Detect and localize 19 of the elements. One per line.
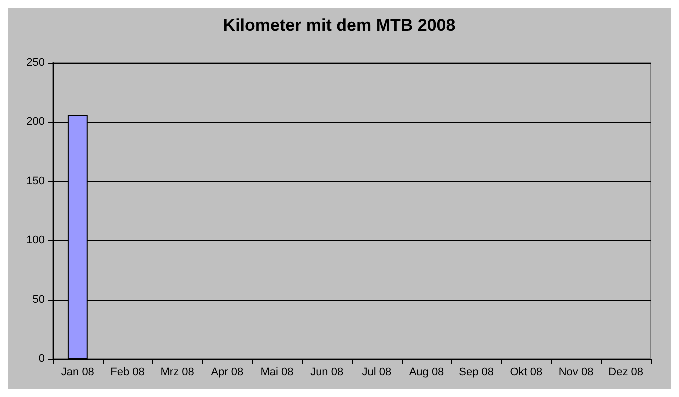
- x-tick-label: Apr 08: [211, 366, 244, 378]
- y-tick-label: 100: [26, 234, 45, 247]
- x-tick-label: Okt 08: [510, 366, 543, 378]
- y-tick-label: 50: [32, 294, 45, 306]
- x-tick-label: Feb 08: [110, 366, 145, 378]
- x-tick-label: Jan 08: [61, 366, 94, 378]
- chart-title: Kilometer mit dem MTB 2008: [223, 16, 456, 35]
- y-tick-label: 200: [26, 116, 45, 128]
- y-tick-label: 150: [26, 175, 45, 188]
- x-tick-label: Jun 08: [310, 366, 344, 378]
- x-tick-label: Mai 08: [260, 366, 294, 378]
- x-tick-label: Nov 08: [558, 366, 594, 378]
- x-tick-label: Dez 08: [608, 366, 644, 378]
- x-tick-label: Mrz 08: [160, 366, 194, 378]
- x-tick-label: Aug 08: [409, 366, 444, 378]
- y-tick-label: 0: [38, 353, 45, 365]
- x-tick-label: Jul 08: [362, 366, 392, 378]
- x-tick-label: Sep 08: [459, 366, 494, 378]
- y-tick-label: 250: [26, 57, 45, 69]
